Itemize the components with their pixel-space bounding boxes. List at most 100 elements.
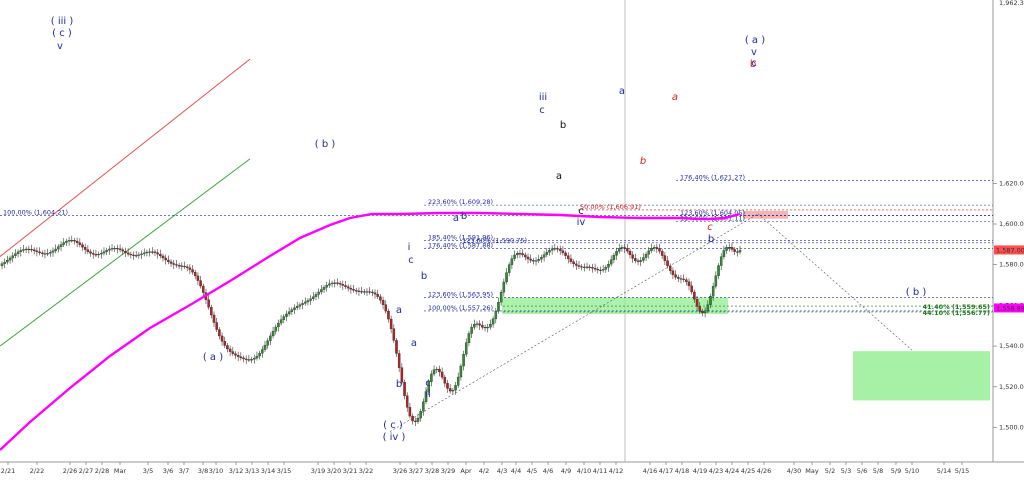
candle-body [730, 247, 734, 250]
candle-body [0, 263, 4, 266]
candle-body [22, 249, 25, 251]
candle-body [427, 381, 430, 392]
candle-body [593, 268, 597, 270]
candle-body [502, 281, 506, 293]
x-tick-label: 5/9 [891, 467, 901, 475]
candle-body [459, 365, 463, 378]
x-tick-label: 3/10 [209, 467, 224, 475]
x-tick-label: 5/15 [955, 467, 970, 475]
candle-body [75, 240, 79, 243]
x-tick-label: 2/28 [95, 467, 110, 475]
candle-body [151, 251, 154, 253]
candle-body [443, 377, 447, 384]
wave-label: b [396, 379, 402, 390]
candle-body [561, 250, 565, 254]
candle-body [46, 253, 49, 255]
y-tick-label: 1,540.00 [999, 342, 1024, 350]
candle-body [231, 351, 235, 354]
candle-body [325, 285, 328, 288]
candle-body [583, 266, 586, 268]
candle-body [118, 248, 122, 250]
candle-body [57, 246, 60, 250]
candle-body [408, 407, 412, 417]
candle-body [736, 251, 739, 253]
candle-body [424, 391, 428, 403]
candle-body [223, 341, 226, 346]
fib-level-label: 123.60% (1,563.95) [428, 290, 493, 298]
candle-body [41, 252, 44, 254]
x-tick-label: 3/29 [441, 467, 456, 475]
candle-body [285, 313, 288, 317]
candle-body [255, 355, 259, 359]
candle-body [432, 369, 436, 375]
candle-body [100, 252, 103, 255]
x-tick-label: 5/2 [825, 467, 835, 475]
candle-body [116, 248, 119, 250]
fib-level-label: 176.40% (1,587.88) [428, 242, 493, 250]
candle-body [62, 242, 65, 245]
candle-body [448, 388, 452, 392]
wave-label: c [707, 222, 713, 233]
candle-body [494, 311, 498, 319]
x-tick-label: 3/13 [245, 467, 260, 475]
candle-body [43, 253, 47, 255]
x-tick-label: 3/5 [143, 467, 153, 475]
candle-body [271, 331, 275, 337]
wave-label: ( c ) [383, 420, 403, 431]
candle-body [344, 285, 347, 287]
x-tick-label: 4/16 [643, 467, 658, 475]
x-tick-label: Apr [460, 467, 472, 475]
wave-label: iii [539, 92, 547, 103]
candle-body [129, 253, 133, 256]
candle-body [51, 250, 55, 253]
candle-body [108, 248, 111, 251]
candle-body [693, 291, 696, 300]
candle-body [363, 291, 366, 293]
candle-body [709, 296, 712, 305]
candle-body [121, 249, 125, 252]
candle-body [266, 340, 269, 346]
ma-price-label: 1,558.89 [996, 304, 1024, 312]
candle-body [467, 333, 471, 343]
fib-level-label: 41.40% (1,559.65) [923, 303, 990, 311]
wave-label: ii [425, 389, 431, 400]
y-tick-label: 1,580.00 [999, 261, 1024, 269]
candle-body [274, 326, 277, 332]
candle-body [110, 248, 114, 250]
candle-body [236, 355, 240, 357]
candle-body [532, 260, 535, 262]
candle-body [282, 316, 286, 320]
candle-body [349, 287, 353, 290]
fib-level-label: 223.60% (1,609.28) [428, 198, 493, 206]
candle-body [717, 265, 720, 276]
wave-label: iv [577, 217, 586, 228]
candle-body [14, 253, 17, 256]
candle-body [218, 329, 221, 337]
candle-body [126, 252, 130, 255]
candle-body [545, 252, 549, 255]
candle-body [609, 259, 613, 265]
candle-body [599, 269, 602, 271]
wave-label: a [396, 305, 402, 316]
candle-body [564, 252, 567, 256]
candle-body [733, 249, 736, 252]
candle-body [244, 358, 248, 360]
candle-body [164, 257, 167, 261]
x-tick-label: 4/24 [725, 467, 740, 475]
wave-label: c [408, 255, 414, 266]
candle-body [671, 270, 675, 275]
candle-body [465, 342, 468, 355]
candle-body [620, 247, 624, 249]
x-tick-label: 4/9 [561, 467, 571, 475]
candle-body [601, 269, 605, 271]
fib-level-label: 100.00% (1,604.21) [3, 208, 68, 216]
fib-level-label: 185.40% (1,591.96) [428, 233, 493, 241]
candle-body [94, 254, 98, 256]
wave-label: b [421, 271, 427, 282]
candle-body [333, 282, 337, 284]
candle-body [102, 251, 106, 254]
candle-body [185, 266, 189, 268]
x-tick-label: 4/19 [693, 467, 708, 475]
candle-body [722, 250, 726, 257]
